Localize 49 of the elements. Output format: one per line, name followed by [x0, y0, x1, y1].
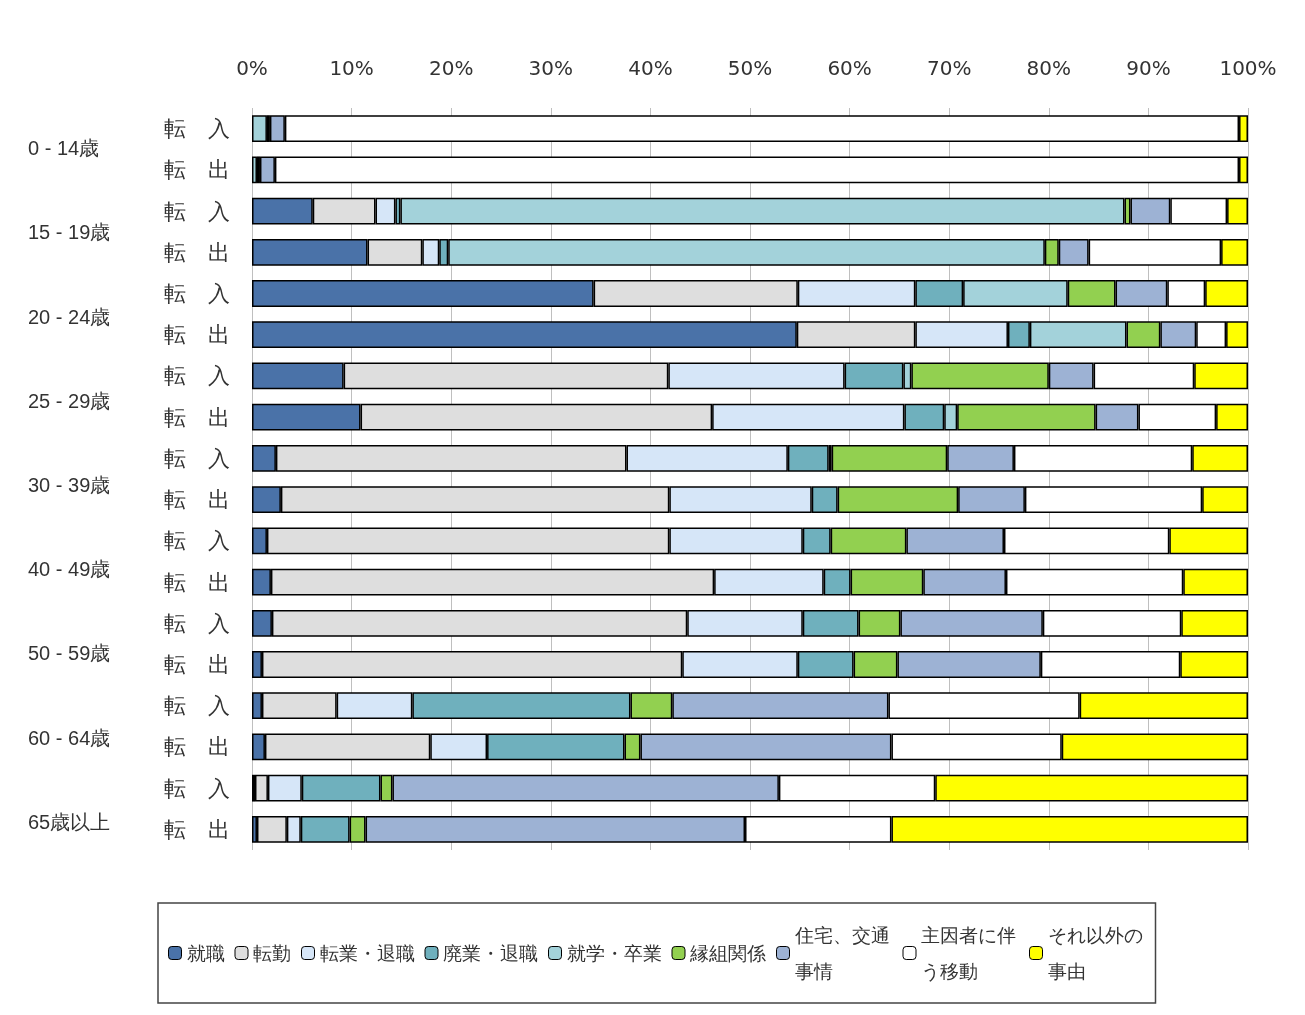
- y-tick-label: 転 入: [164, 116, 230, 142]
- text: 30 - 39歳: [28, 474, 111, 496]
- x-tick-label: 40%: [628, 56, 673, 80]
- y-tick-label: 転 出: [164, 404, 230, 430]
- y-tick-label: 転 入: [164, 198, 230, 224]
- legend-label: 廃業・退職: [443, 942, 538, 964]
- y-tick-label: 転 入: [164, 281, 230, 306]
- y-tick-label: 転 出: [164, 239, 230, 265]
- legend-label: 住宅、交通事情: [793, 924, 890, 982]
- text: 20 - 24歳: [28, 305, 111, 328]
- bar: [252, 156, 257, 184]
- y-tick-label: 転 出: [164, 157, 230, 183]
- text: 50 - 59歳: [28, 642, 111, 665]
- y-tick-label: 転 出: [164, 569, 230, 595]
- text: 0 - 14歳: [28, 137, 100, 160]
- y-tick-label: 転 入: [164, 693, 230, 719]
- y-tick-label: 転 出: [164, 487, 230, 513]
- x-tick-label: 80%: [1026, 56, 1072, 80]
- x-tick-label: 60%: [827, 56, 872, 80]
- y-tick-label: 転 入: [164, 610, 230, 636]
- y-tick-label: 転 入: [164, 528, 230, 554]
- y-tick-label: 転 出: [164, 734, 230, 760]
- legend-label: 就学・卒業: [566, 942, 662, 964]
- x-tick-label: 20%: [428, 56, 474, 80]
- y-tick-label: 転 入: [164, 445, 230, 471]
- legend-label: 就職: [186, 942, 225, 964]
- y-tick-label: 転 入: [164, 775, 230, 801]
- y-tick-label: 転 出: [164, 816, 230, 842]
- legend-label: 主因者に伴う移動: [921, 924, 1016, 982]
- y-tick-label: 転 出: [164, 652, 230, 677]
- x-tick-label: 100%: [1219, 56, 1277, 80]
- x-tick-label: 50%: [727, 56, 773, 80]
- y-tick-label: 転 入: [164, 363, 230, 389]
- x-tick-label: 70%: [926, 56, 972, 80]
- bar: [252, 115, 267, 143]
- text: 15 - 19歳: [28, 221, 111, 244]
- text: 25 - 29歳: [28, 389, 111, 412]
- x-tick-label: 10%: [329, 56, 374, 80]
- legend-label: 転業・退職: [319, 942, 415, 964]
- x-tick-label: 90%: [1126, 56, 1171, 80]
- x-tick-label: 0%: [236, 56, 268, 80]
- y-tick-label: 転 出: [164, 322, 230, 348]
- text: 65歳以上: [28, 810, 111, 833]
- legend-label: 転勤: [253, 942, 291, 964]
- text: 60 - 64歳: [28, 726, 111, 749]
- x-tick-label: 30%: [528, 56, 574, 80]
- legend-label: それ以外の事由: [1047, 924, 1143, 982]
- text: 40 - 49歳: [28, 558, 111, 581]
- legend-label: 縁組関係: [689, 942, 766, 964]
